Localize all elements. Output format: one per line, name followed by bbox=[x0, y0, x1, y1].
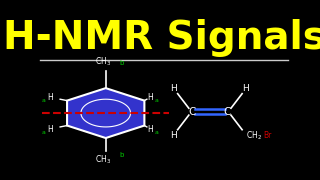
Text: a: a bbox=[155, 130, 159, 135]
Text: H-NMR Signals: H-NMR Signals bbox=[3, 19, 320, 57]
Text: CH$_3$: CH$_3$ bbox=[95, 56, 111, 68]
Text: H: H bbox=[171, 131, 177, 140]
Text: H: H bbox=[243, 84, 249, 93]
Text: H: H bbox=[148, 93, 154, 102]
Text: a: a bbox=[42, 130, 45, 135]
Text: b: b bbox=[119, 60, 124, 66]
Text: H: H bbox=[148, 125, 154, 134]
Text: a: a bbox=[155, 98, 159, 103]
Text: b: b bbox=[119, 152, 124, 158]
Text: H: H bbox=[171, 84, 177, 93]
Text: C: C bbox=[189, 107, 196, 117]
Text: H: H bbox=[47, 93, 52, 102]
Text: Br: Br bbox=[263, 131, 272, 140]
Polygon shape bbox=[67, 88, 144, 138]
Text: H: H bbox=[47, 125, 52, 134]
Text: CH$_3$: CH$_3$ bbox=[95, 153, 111, 166]
Text: a: a bbox=[42, 98, 45, 103]
Text: CH$_2$: CH$_2$ bbox=[246, 130, 262, 142]
Text: C: C bbox=[224, 107, 231, 117]
